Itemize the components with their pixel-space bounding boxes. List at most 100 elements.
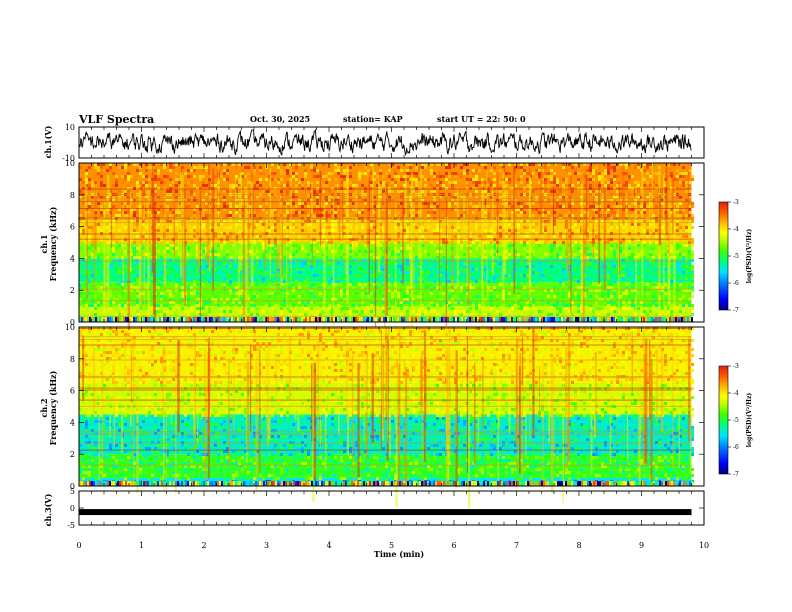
ch1-spec-cell <box>133 163 136 166</box>
ch1-spec-cell <box>178 262 181 265</box>
ch1-spec-cell <box>112 184 115 187</box>
ch1-spec-cell <box>439 181 442 184</box>
ch1-spec-cell <box>199 187 202 190</box>
ch1-spec-cell <box>136 313 139 316</box>
ch1-spec-cell <box>622 250 625 253</box>
ch1-spec-cell <box>595 211 598 214</box>
ch1-spec-cell <box>490 292 493 295</box>
ch1-spec-cell <box>448 289 451 292</box>
ch1-spec-cell <box>325 220 328 223</box>
ch1-spec-cell <box>487 235 490 238</box>
ch1-spec-cell <box>613 178 616 181</box>
ch1-spec-cell <box>178 304 181 307</box>
ch1-spec-cell <box>82 229 85 232</box>
ch1-spec-cell <box>112 196 115 199</box>
ch1-spec-cell <box>334 199 337 202</box>
ch1-spec-cell <box>409 304 412 307</box>
ch1-spec-cell <box>679 277 682 280</box>
ch1-spec-cell <box>193 226 196 229</box>
ch1-spec-cell <box>118 244 121 247</box>
ch1-spec-cell <box>304 313 307 316</box>
ch1-spec-cell <box>514 169 517 172</box>
ch1-spec-cell <box>331 298 334 301</box>
ch1-spec-cell <box>328 271 331 274</box>
ch1-spec-cell <box>298 163 301 166</box>
ch1-spec-cell <box>328 286 331 289</box>
ch1-spec-cell <box>79 166 82 169</box>
ch1-spec-cell <box>193 208 196 211</box>
ch1-spec-cell <box>682 310 685 313</box>
ch1-spec-cell <box>664 196 667 199</box>
ch1-spec-cell <box>247 292 250 295</box>
ch1-spec-cell <box>196 259 199 262</box>
ch1-spec-cell <box>130 184 133 187</box>
ch1-spec-cell <box>115 208 118 211</box>
ch1-spec-cell <box>178 301 181 304</box>
ch1-spec-cell <box>328 280 331 283</box>
ch1-spec-cell <box>172 301 175 304</box>
ch1-spec-cell <box>235 223 238 226</box>
ch1-spec-cell <box>355 253 358 256</box>
ch1-spec-cell <box>412 301 415 304</box>
ch1-spec-cell <box>472 313 475 316</box>
ch1-spec-cell <box>94 301 97 304</box>
ch1-spec-cell <box>79 292 82 295</box>
ch1-spec-cell <box>109 262 112 265</box>
ch1-spec-cell <box>313 220 316 223</box>
ch1-spec-cell <box>187 253 190 256</box>
ch1-spec-cell <box>595 196 598 199</box>
ch1-spec-cell <box>343 169 346 172</box>
ch1-spec-cell <box>649 235 652 238</box>
ch1-spec-cell <box>472 268 475 271</box>
ch1-spec-cell <box>460 301 463 304</box>
ch1-spec-cell <box>691 280 694 283</box>
ch1-spec-cell <box>406 229 409 232</box>
ch1-spec-cell <box>373 220 376 223</box>
ch1-spec-cell <box>118 259 121 262</box>
ch1-spec-cell <box>451 289 454 292</box>
ch1-spec-cell <box>682 265 685 268</box>
ch1-spec-cell <box>133 229 136 232</box>
ch1-spec-cell <box>682 253 685 256</box>
ch1-spec-cell <box>676 283 679 286</box>
ch1-spec-cell <box>679 253 682 256</box>
ch1-spec-cell <box>334 274 337 277</box>
ch1-spec-cell <box>679 172 682 175</box>
ch1-spec-cell <box>328 199 331 202</box>
ch1-spec-cell <box>274 223 277 226</box>
ch1-spec-cell <box>187 256 190 259</box>
ch1-spec-cell <box>370 184 373 187</box>
ch1-spec-cell <box>124 169 127 172</box>
ch1-spec-cell <box>637 211 640 214</box>
ch1-spec-cell <box>349 241 352 244</box>
ch1-spec-cell <box>202 304 205 307</box>
ch1-spec-cell <box>415 268 418 271</box>
ch1-spec-cell <box>193 229 196 232</box>
ch1-spec-cell <box>547 235 550 238</box>
ch1-spec-cell <box>202 307 205 310</box>
ch1-spec-cell <box>79 229 82 232</box>
ch1-spec-cell <box>496 295 499 298</box>
ch1-spec-cell <box>532 283 535 286</box>
ch1-spec-cell <box>613 301 616 304</box>
ch1-spec-cell <box>286 271 289 274</box>
ch1-spec-cell <box>220 229 223 232</box>
ch1-spec-cell <box>448 295 451 298</box>
ch1-spec-cell <box>172 286 175 289</box>
ch1-spec-cell <box>571 214 574 217</box>
ch1-spec-cell <box>265 229 268 232</box>
ch1-spec-cell <box>397 223 400 226</box>
ch1-spec-cell <box>595 289 598 292</box>
ch1-spec-cell <box>133 253 136 256</box>
ch1-spec-cell <box>259 235 262 238</box>
ch1-spec-cell <box>466 301 469 304</box>
ch1-spec-cell <box>319 286 322 289</box>
ch1-spec-cell <box>391 244 394 247</box>
ch1-spec-cell <box>88 178 91 181</box>
ch1-spec-cell <box>265 280 268 283</box>
ch1-spec-cell <box>232 196 235 199</box>
ch1-spec-cell <box>145 274 148 277</box>
ch1-spec-cell <box>415 214 418 217</box>
ch1-spec-cell <box>607 241 610 244</box>
ch1-spec-cell <box>181 298 184 301</box>
